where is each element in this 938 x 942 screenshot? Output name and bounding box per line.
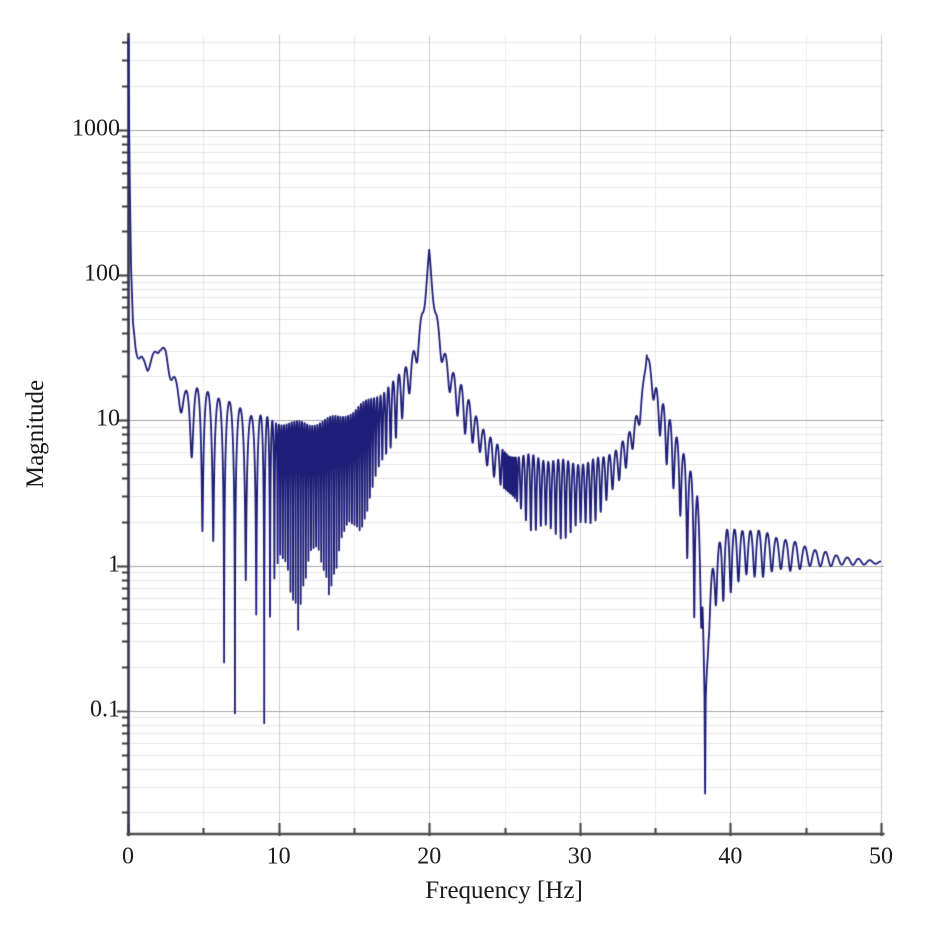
x-tick-label-30: 30 — [567, 843, 592, 870]
y-tick-label-1: 1 — [108, 551, 120, 578]
x-tick-label-20: 20 — [417, 843, 442, 870]
x-axis-title: Frequency [Hz] — [425, 877, 583, 904]
y-tick-label-1000: 1000 — [72, 115, 120, 142]
y-tick-label-0.1: 0.1 — [90, 696, 120, 723]
x-tick-label-50: 50 — [869, 843, 893, 870]
x-tick-label-40: 40 — [718, 843, 743, 870]
y-tick-label-100: 100 — [84, 260, 120, 287]
x-tick-label-10: 10 — [266, 843, 291, 870]
y-axis-title: Magnitude — [22, 379, 49, 489]
x-tick-label-0: 0 — [122, 843, 134, 870]
y-tick-label-10: 10 — [96, 405, 120, 432]
